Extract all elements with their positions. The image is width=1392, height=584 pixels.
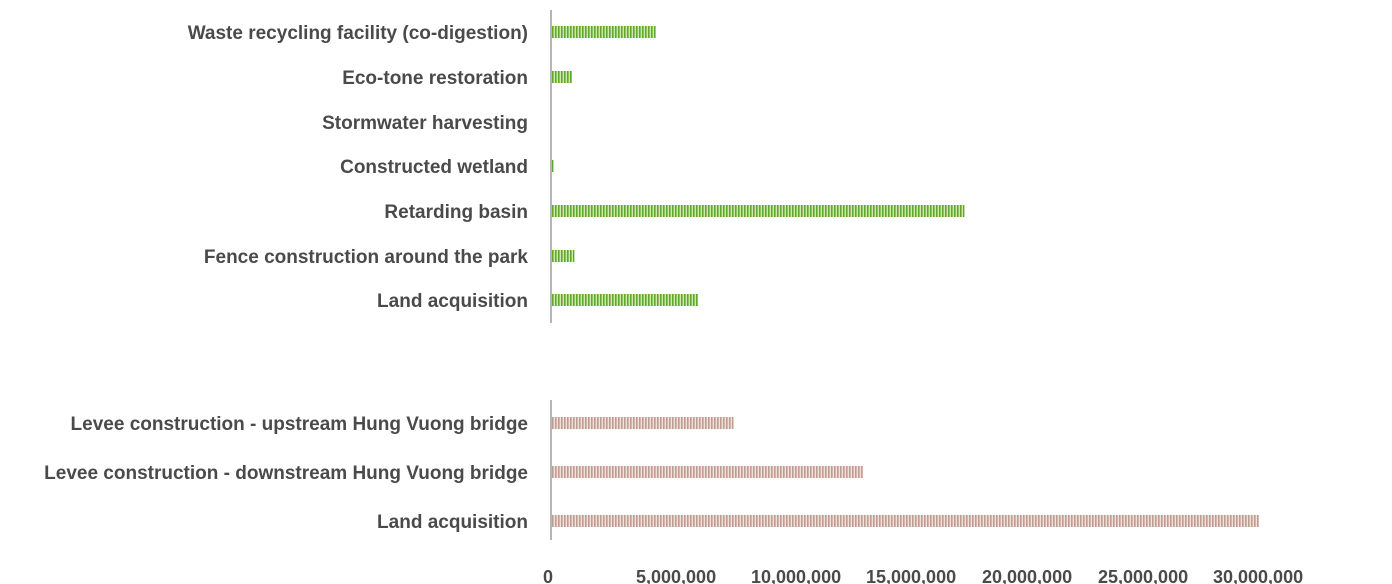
bar-1-6 (552, 250, 575, 262)
x-tick-label: 30,000,000 (1213, 567, 1303, 584)
category-label: Fence construction around the park (204, 247, 529, 268)
bar-1-5 (552, 205, 965, 217)
bar-1-7 (552, 294, 699, 306)
category-label: Levee construction - downstream Hung Vuo… (44, 463, 528, 484)
bar-2-3 (552, 515, 1259, 527)
category-labels: Waste recycling facility (co-digestion) E… (44, 23, 528, 533)
bar-1-4 (552, 160, 554, 172)
category-label: Land acquisition (377, 291, 528, 312)
x-axis-ticks: 0 5,000,000 10,000,000 15,000,000 20,000,000… (543, 567, 1303, 584)
bar-2-1 (552, 417, 734, 429)
x-tick-label: 20,000,000 (982, 567, 1072, 584)
x-tick-label: 25,000,000 (1098, 567, 1188, 584)
x-tick-label: 0 (543, 567, 553, 584)
bar-1-1 (552, 26, 656, 38)
category-label: Eco-tone restoration (342, 68, 528, 89)
x-tick-label: 15,000,000 (866, 567, 956, 584)
category-label: Retarding basin (384, 202, 528, 223)
x-tick-label: 5,000,000 (636, 567, 716, 584)
bar-1-2 (552, 71, 573, 83)
category-label: Land acquisition (377, 512, 528, 533)
bar-2-2 (552, 466, 864, 478)
category-label: Waste recycling facility (co-digestion) (188, 23, 528, 44)
category-label: Constructed wetland (340, 157, 528, 178)
category-label: Levee construction - upstream Hung Vuong… (71, 414, 528, 435)
bars (552, 26, 1259, 527)
category-label: Stormwater harvesting (322, 113, 528, 134)
x-tick-label: 10,000,000 (751, 567, 841, 584)
